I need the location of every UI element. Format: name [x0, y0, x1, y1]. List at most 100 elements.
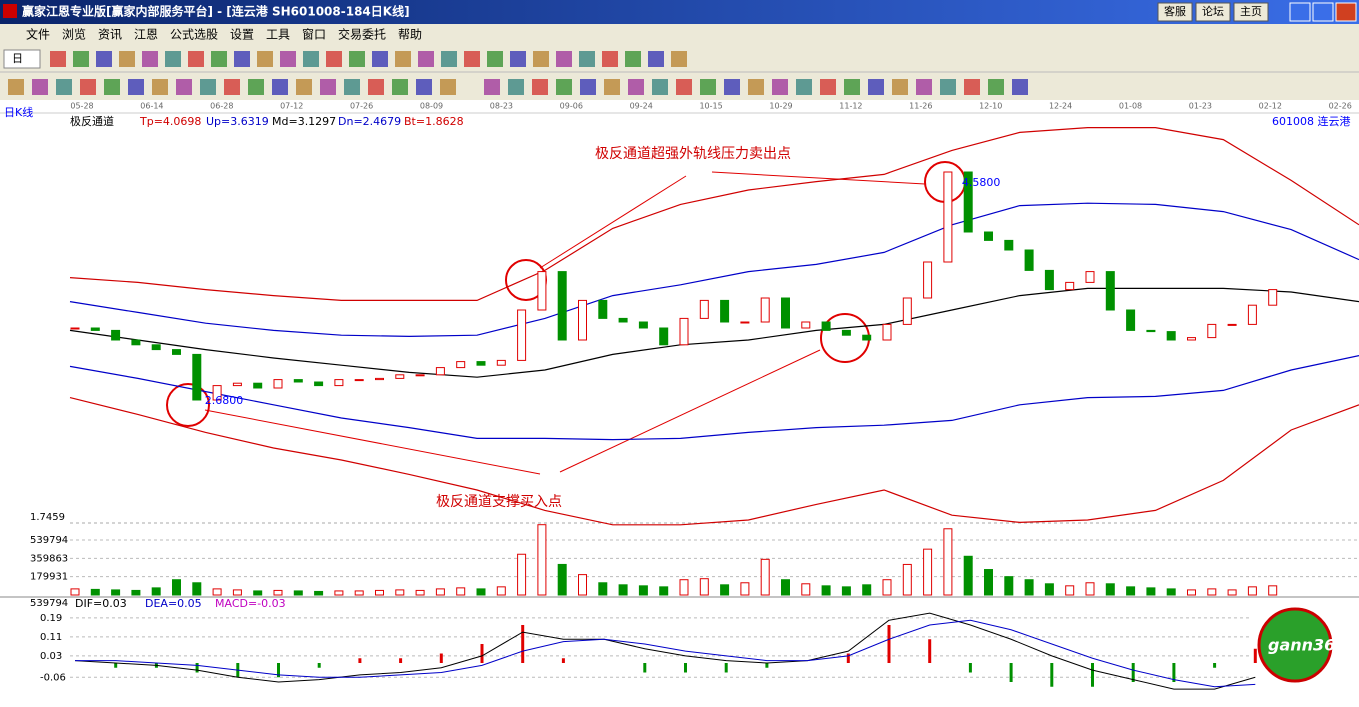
tool-icon[interactable] — [440, 79, 456, 95]
candle — [537, 271, 547, 311]
tool-icon[interactable] — [326, 51, 342, 67]
tool-icon[interactable] — [796, 79, 812, 95]
tool-icon[interactable] — [392, 79, 408, 95]
tool-icon[interactable] — [487, 51, 503, 67]
tool-icon[interactable] — [296, 79, 312, 95]
tool-icon[interactable] — [96, 51, 112, 67]
tool-icon[interactable] — [676, 79, 692, 95]
tool-icon[interactable] — [628, 79, 644, 95]
tool-icon[interactable] — [916, 79, 932, 95]
logo: gann360 — [1268, 636, 1346, 655]
tool-icon[interactable] — [532, 79, 548, 95]
tool-icon[interactable] — [652, 79, 668, 95]
tool-icon[interactable] — [128, 79, 144, 95]
tool-icon[interactable] — [176, 79, 192, 95]
close[interactable] — [1335, 2, 1357, 22]
tool-icon[interactable] — [56, 79, 72, 95]
volume-tick: 539794 — [30, 535, 68, 546]
menu-item[interactable]: 浏览 — [62, 27, 86, 42]
tool-icon[interactable] — [200, 79, 216, 95]
tool-icon[interactable] — [964, 79, 980, 95]
tool-icon[interactable] — [510, 51, 526, 67]
tool-icon[interactable] — [372, 51, 388, 67]
tool-icon[interactable] — [73, 51, 89, 67]
tool-icon[interactable] — [579, 51, 595, 67]
date-label: 11-26 — [909, 102, 932, 111]
tool-icon[interactable] — [80, 79, 96, 95]
minimize[interactable] — [1289, 2, 1311, 22]
window-button[interactable] — [1233, 2, 1269, 22]
tool-icon[interactable] — [508, 79, 524, 95]
tool-icon[interactable] — [988, 79, 1004, 95]
maximize[interactable] — [1312, 2, 1334, 22]
tool-icon[interactable] — [556, 79, 572, 95]
menu-item[interactable]: 帮助 — [398, 28, 422, 42]
tool-icon[interactable] — [892, 79, 908, 95]
menu-item[interactable]: 交易委托 — [338, 27, 386, 42]
tool-icon[interactable] — [820, 79, 836, 95]
volume-bar — [70, 588, 80, 596]
tool-icon[interactable] — [556, 51, 572, 67]
volume-bar — [679, 579, 689, 596]
menu-item[interactable]: 设置 — [230, 28, 254, 42]
candle — [882, 323, 892, 341]
tool-icon[interactable] — [700, 79, 716, 95]
tool-icon[interactable] — [604, 79, 620, 95]
tool-icon[interactable] — [320, 79, 336, 95]
candle — [1004, 239, 1014, 251]
tool-icon[interactable] — [844, 79, 860, 95]
tool-icon[interactable] — [1012, 79, 1028, 95]
tool-icon[interactable] — [257, 51, 273, 67]
tool-icon[interactable] — [724, 79, 740, 95]
period-select[interactable] — [3, 49, 41, 69]
tool-icon[interactable] — [119, 51, 135, 67]
tool-icon[interactable] — [602, 51, 618, 67]
menu-item[interactable]: 工具 — [266, 28, 290, 42]
menu-item[interactable]: 公式选股 — [170, 28, 218, 42]
tool-icon[interactable] — [224, 79, 240, 95]
menu-item[interactable]: 窗口 — [302, 28, 326, 42]
window-button[interactable] — [1157, 2, 1193, 22]
tool-icon[interactable] — [344, 79, 360, 95]
tool-icon[interactable] — [272, 79, 288, 95]
tool-icon[interactable] — [50, 51, 66, 67]
tool-icon[interactable] — [671, 51, 687, 67]
tool-icon[interactable] — [940, 79, 956, 95]
tool-icon[interactable] — [868, 79, 884, 95]
tool-icon[interactable] — [248, 79, 264, 95]
window-button[interactable] — [1195, 2, 1231, 22]
tool-icon[interactable] — [580, 79, 596, 95]
tool-icon[interactable] — [625, 51, 641, 67]
tool-icon[interactable] — [234, 51, 250, 67]
menu-item[interactable]: 江恩 — [134, 28, 158, 42]
tool-icon[interactable] — [104, 79, 120, 95]
tool-icon[interactable] — [142, 51, 158, 67]
tool-icon[interactable] — [368, 79, 384, 95]
tool-icon[interactable] — [533, 51, 549, 67]
tool-icon[interactable] — [416, 79, 432, 95]
tool-icon[interactable] — [303, 51, 319, 67]
tool-icon[interactable] — [188, 51, 204, 67]
tool-icon[interactable] — [418, 51, 434, 67]
candle — [1268, 289, 1278, 306]
tool-icon[interactable] — [32, 79, 48, 95]
menu-item[interactable]: 文件 — [26, 27, 50, 42]
tool-icon[interactable] — [165, 51, 181, 67]
date-label: 07-26 — [350, 102, 373, 111]
tool-icon[interactable] — [8, 79, 24, 95]
date-label: 02-26 — [1329, 102, 1352, 111]
tool-icon[interactable] — [484, 79, 500, 95]
tool-icon[interactable] — [280, 51, 296, 67]
tool-icon[interactable] — [211, 51, 227, 67]
menu-item[interactable]: 资讯 — [98, 28, 122, 42]
tool-icon[interactable] — [395, 51, 411, 67]
tool-icon[interactable] — [748, 79, 764, 95]
tool-icon[interactable] — [772, 79, 788, 95]
tool-icon[interactable] — [441, 51, 457, 67]
tool-icon[interactable] — [464, 51, 480, 67]
tool-icon[interactable] — [648, 51, 664, 67]
tool-icon[interactable] — [349, 51, 365, 67]
candle — [862, 334, 872, 341]
tool-icon[interactable] — [152, 79, 168, 95]
